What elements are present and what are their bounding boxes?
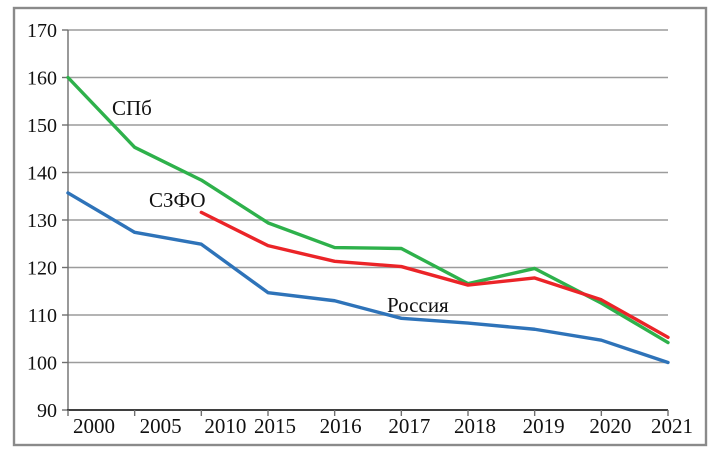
y-tick-label-160: 160 <box>27 68 57 90</box>
x-tick-label-2021: 2021 <box>651 414 693 438</box>
y-tick-label-90: 90 <box>37 400 57 422</box>
y-tick-label-130: 130 <box>27 210 57 232</box>
y-tick-label-100: 100 <box>27 353 57 375</box>
x-tick-label-2015: 2015 <box>254 414 296 438</box>
figure-frame <box>12 6 708 447</box>
x-tick-label-2016: 2016 <box>320 414 362 438</box>
y-tick-label-120: 120 <box>27 258 57 280</box>
x-tick-label-2020: 2020 <box>589 414 631 438</box>
x-tick-label-2017: 2017 <box>388 414 430 438</box>
x-tick-label-2019: 2019 <box>523 414 565 438</box>
y-tick-label-110: 110 <box>28 305 57 327</box>
x-tick-label-2000: 2000 <box>73 414 115 438</box>
x-tick-label-2005: 2005 <box>140 414 182 438</box>
x-tick-label-2010: 2010 <box>204 414 246 438</box>
x-tick-label-2018: 2018 <box>454 414 496 438</box>
y-tick-label-150: 150 <box>27 115 57 137</box>
series-line-szfo <box>199 210 670 340</box>
series-label-russia: Россия <box>387 293 449 317</box>
series-label-szfo: СЗФО <box>149 188 206 212</box>
series-line-russia <box>66 191 670 365</box>
series-line-spb <box>66 75 670 345</box>
y-tick-label-170: 170 <box>27 20 57 42</box>
y-tick-label-140: 140 <box>27 163 57 185</box>
series-label-spb: СПб <box>112 96 152 120</box>
